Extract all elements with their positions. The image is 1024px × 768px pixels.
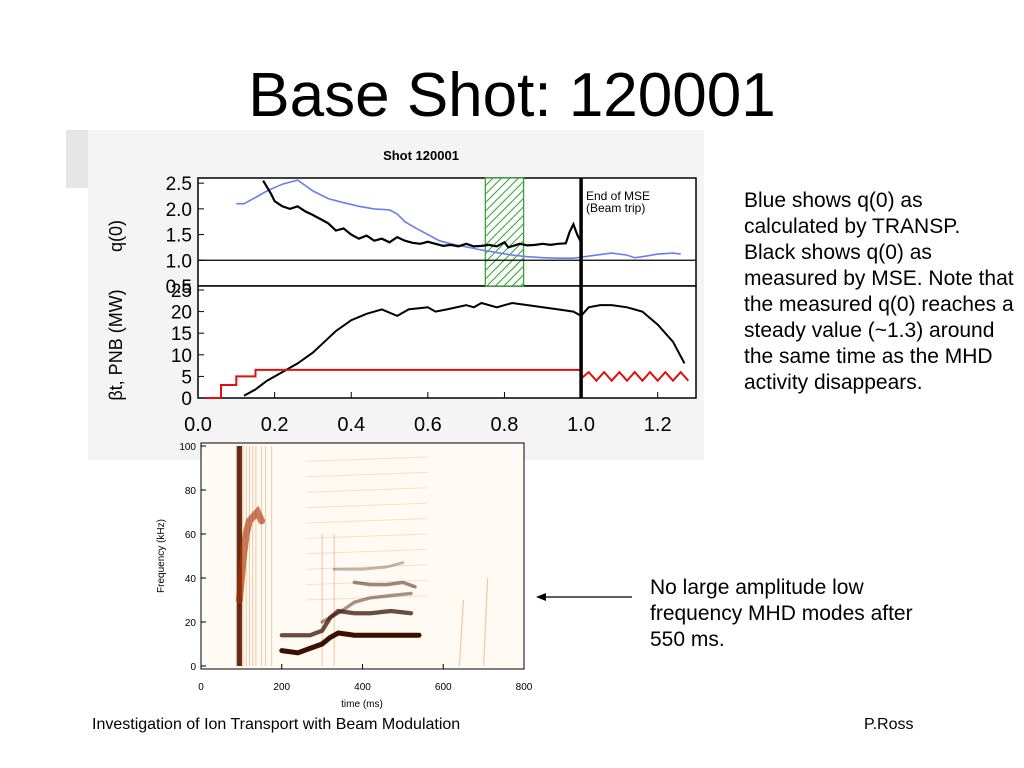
chart-title: Shot 120001 [383,148,459,163]
figure-left-edge [66,130,88,188]
time-x-tick-label: 0.6 [414,414,442,436]
power-panel-frame [197,285,697,399]
spectrogram-y-tick-label: 100 [179,442,196,453]
power-y-tick-label: 5 [181,367,192,388]
spectrogram-mode [332,561,405,571]
footer-author: P.Ross [864,716,914,733]
spectrogram-y-tick-label: 0 [190,662,196,673]
spectrogram-band [305,518,428,524]
spectrogram-y-label: Frequency (kHz) [156,519,167,593]
spectrogram-band [305,471,428,478]
power-y-tick-label: 0 [181,389,192,410]
mse-end-annotation: End of MSE (Beam trip) [586,189,653,215]
q0-axis-label: q(0) [106,220,126,252]
mse-window-shading [484,177,525,287]
spectrogram-late-feature [483,577,489,667]
spectrogram-mode [352,580,417,589]
spectrogram-y-tick-label: 40 [185,574,197,585]
pointer-arrowhead [536,593,546,601]
time-x-tick-label: 0.4 [337,414,365,436]
spectrogram-x-label: time (ms) [341,699,383,710]
spectrogram-y-tick-label: 80 [185,486,197,497]
spectrogram-band [305,595,428,601]
spectrogram-mode [320,591,413,624]
spectrogram-x-tick-label: 200 [273,682,290,693]
q0-y-tick-label: 2.5 [166,174,192,195]
q0-explanation: Blue shows q(0) as calculated by TRANSP.… [744,189,1014,394]
q0-mse-line [262,180,583,249]
mhd-note: No large amplitude low frequency MHD mod… [650,576,913,651]
spectrogram-band [305,548,428,555]
spectrogram-x-tick-label: 600 [435,682,452,693]
spectrogram-y-tick-label: 60 [185,530,197,541]
power-y-tick-label: 10 [171,346,192,367]
spectrogram-x-tick-label: 400 [354,682,371,693]
spectrogram-band [305,564,428,570]
spectrogram-mode [279,608,414,638]
slide-title: Base Shot: 120001 [248,61,776,130]
spectrogram-band [305,456,428,462]
pnb-line [205,368,690,399]
time-x-tick-label: 0.2 [261,414,289,436]
time-x-tick-label: 0.0 [184,414,212,436]
spectrogram-band [305,502,428,509]
spectrogram-late-feature [458,599,465,667]
spectrogram-band [305,487,428,493]
power-y-tick-label: 15 [171,324,192,345]
time-x-tick-label: 0.8 [491,414,519,436]
footer-project: Investigation of Ion Transport with Beam… [92,716,461,733]
power-y-tick-label: 20 [171,303,192,324]
spectrogram-y-tick-label: 20 [185,618,197,629]
spectrogram-x-tick-label: 800 [516,682,533,693]
power-y-tick-label: 25 [171,281,192,302]
spectrogram-mode [279,630,422,656]
q0-panel: 2.5 2.0 1.5 1.0 0.5 [166,174,696,298]
beta-line [243,301,686,397]
spectrogram-frame [200,442,525,670]
power-axis-label: βt, PNB (MW) [106,289,126,400]
spectrogram-burst [235,505,266,604]
time-x-tick-label: 1.2 [644,414,672,436]
q0-y-tick-label: 2.0 [166,200,192,221]
spectrogram-x-tick-label: 0 [198,682,204,693]
time-x-tick-label: 1.0 [567,414,595,436]
q0-y-tick-label: 1.5 [166,226,192,247]
q0-y-tick-label: 0.5 [166,277,192,298]
spectrogram-band [305,533,428,539]
q0-y-tick-label: 1.0 [166,251,192,272]
